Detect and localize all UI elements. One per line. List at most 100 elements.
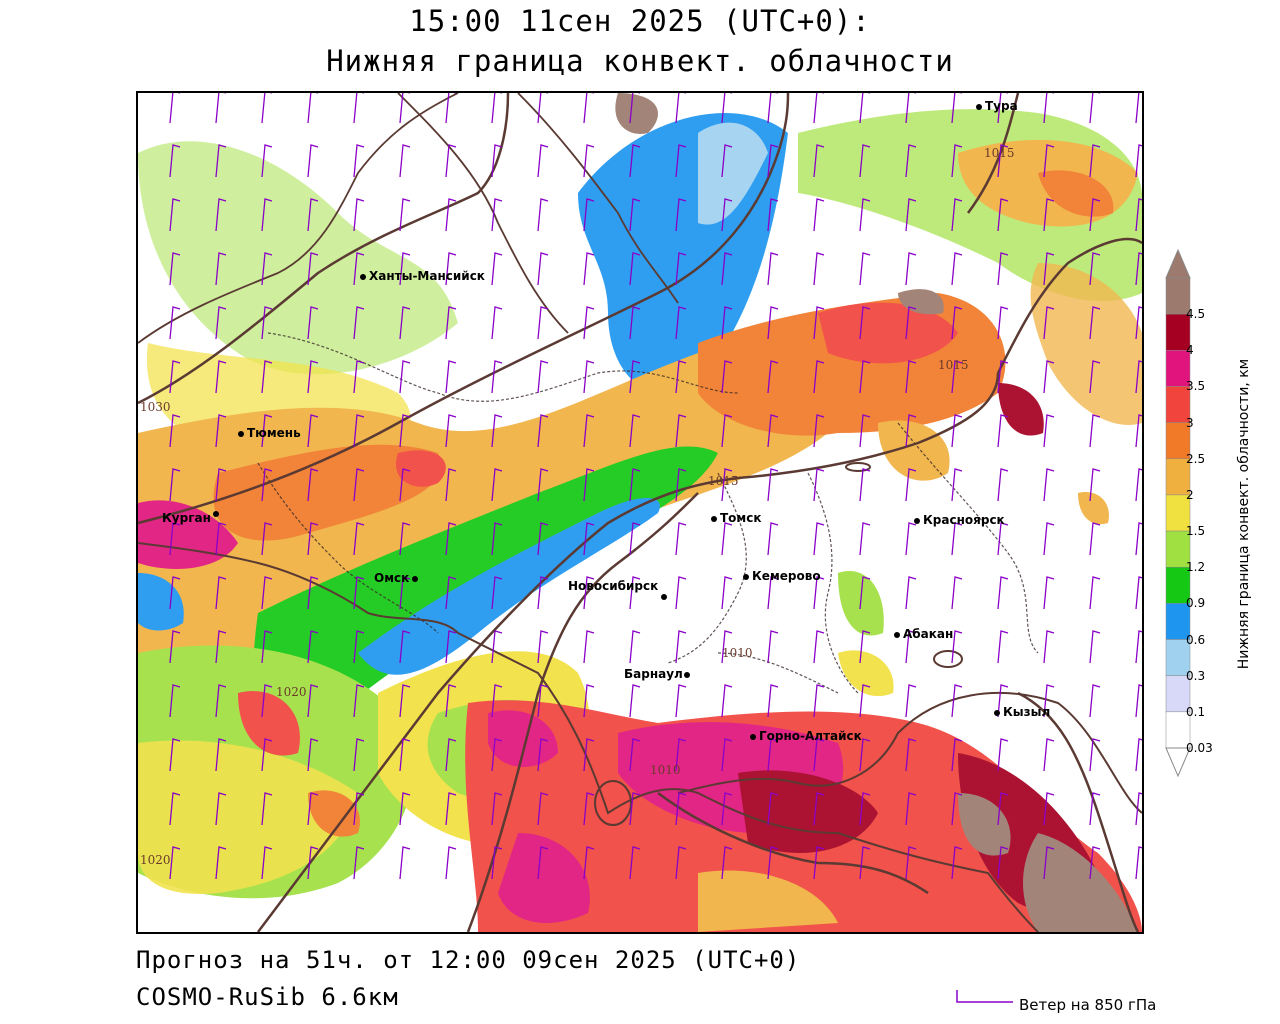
wind-barb xyxy=(1089,360,1101,394)
wind-barb xyxy=(997,414,1009,448)
legend-tick-label: 3 xyxy=(1186,415,1194,430)
city-kyzyl[interactable]: Кызыл xyxy=(994,705,1050,719)
wind-barb xyxy=(813,414,825,448)
wind-barb xyxy=(905,252,917,286)
wind-barb xyxy=(767,252,779,286)
wind-barb xyxy=(445,792,457,826)
wind-barb xyxy=(629,846,641,880)
legend-tick-label: 3.5 xyxy=(1186,379,1206,394)
city-dot-icon xyxy=(711,515,717,522)
wind-barb xyxy=(491,738,503,772)
legend-swatch xyxy=(1165,530,1191,568)
wind-barb xyxy=(261,360,273,394)
wind-barb xyxy=(675,468,687,502)
wind-barb xyxy=(399,846,411,880)
city-tura[interactable]: Тура xyxy=(976,99,1018,113)
city-barnaul[interactable]: Барнаул xyxy=(624,667,693,681)
wind-barb xyxy=(1043,630,1055,664)
wind-barb xyxy=(445,468,457,502)
legend-tick-label: 2 xyxy=(1186,487,1194,502)
wind-barb xyxy=(1135,468,1142,502)
wind-barb xyxy=(905,93,916,124)
wind-barb xyxy=(1089,306,1101,340)
wind-barb xyxy=(1043,792,1055,826)
city-tyumen[interactable]: Тюмень xyxy=(238,426,301,440)
legend-tick-label: 0.1 xyxy=(1186,704,1206,719)
wind-barb xyxy=(1089,252,1101,286)
wind-barb xyxy=(1135,738,1142,772)
city-kemerovo[interactable]: Кемерово xyxy=(743,569,821,583)
wind-barb xyxy=(261,522,273,556)
wind-barb xyxy=(767,306,779,340)
wind-barb xyxy=(1043,684,1055,718)
wind-barb xyxy=(721,360,733,394)
wind-barb xyxy=(1043,414,1055,448)
wind-barb xyxy=(261,93,272,124)
wind-barb xyxy=(537,360,549,394)
city-tomsk[interactable]: Томск xyxy=(711,511,762,525)
wind-barb xyxy=(859,198,871,232)
wind-barb xyxy=(951,468,963,502)
wind-barb xyxy=(537,684,549,718)
wind-legend-label: Ветер на 850 гПа xyxy=(1019,996,1157,1014)
wind-barb xyxy=(629,792,641,826)
wind-barb xyxy=(307,360,319,394)
wind-barb xyxy=(399,306,411,340)
wind-barb xyxy=(169,252,181,286)
wind-barb xyxy=(537,738,549,772)
wind-barb xyxy=(1089,198,1101,232)
wind-barb xyxy=(905,738,917,772)
wind-barb xyxy=(307,144,319,178)
wind-barb xyxy=(399,576,411,610)
wind-barb xyxy=(169,738,181,772)
map-subtitle: Нижняя граница конвект. облачности xyxy=(326,44,954,78)
forecast-map[interactable]: 1015 1015 1015 1030 1020 1020 1010 1010 … xyxy=(136,91,1144,934)
wind-barb xyxy=(859,792,871,826)
wind-barb xyxy=(445,306,457,340)
wind-barb xyxy=(675,144,687,178)
wind-barb xyxy=(1089,93,1100,124)
wind-barb xyxy=(399,684,411,718)
wind-barb xyxy=(813,93,824,124)
cloud-base-field xyxy=(138,93,1142,932)
wind-barb xyxy=(215,792,227,826)
wind-barb xyxy=(997,144,1009,178)
wind-barb xyxy=(307,252,319,286)
wind-barb xyxy=(261,306,273,340)
city-novosibirsk[interactable]: Новосибирск xyxy=(568,579,659,593)
wind-barb xyxy=(583,846,595,880)
wind-barb xyxy=(1135,414,1142,448)
wind-barb xyxy=(445,360,457,394)
wind-barb xyxy=(215,684,227,718)
wind-barb xyxy=(215,360,227,394)
legend-swatch xyxy=(1165,639,1191,676)
wind-barb xyxy=(905,414,917,448)
wind-barb xyxy=(307,792,319,826)
wind-barb xyxy=(1043,144,1055,178)
wind-barb xyxy=(169,93,180,124)
wind-barb xyxy=(721,576,733,610)
wind-barb xyxy=(353,468,365,502)
wind-barb xyxy=(721,144,733,178)
wind-barb xyxy=(905,684,917,718)
city-kurgan[interactable]: Курган xyxy=(162,511,219,525)
wind-barb xyxy=(537,198,549,232)
wind-barb xyxy=(767,630,779,664)
city-krasnoyarsk[interactable]: Красноярск xyxy=(914,513,1005,527)
wind-barb xyxy=(215,144,227,178)
wind-barb xyxy=(859,576,871,610)
wind-barb xyxy=(215,846,227,880)
wind-barb xyxy=(169,792,181,826)
city-omsk[interactable]: Омск xyxy=(374,571,421,585)
wind-barb xyxy=(905,522,917,556)
wind-barb xyxy=(629,522,641,556)
wind-barb xyxy=(951,576,963,610)
city-abakan[interactable]: Абакан xyxy=(894,627,953,641)
city-gorno-altaysk[interactable]: Горно-Алтайск xyxy=(750,729,862,743)
wind-barb xyxy=(537,252,549,286)
city-khanty-mansiysk[interactable]: Ханты-Мансийск xyxy=(360,269,485,283)
wind-barb xyxy=(353,846,365,880)
legend-tick-label: 4 xyxy=(1186,343,1194,358)
wind-barb xyxy=(813,792,825,826)
wind-barb xyxy=(951,522,963,556)
